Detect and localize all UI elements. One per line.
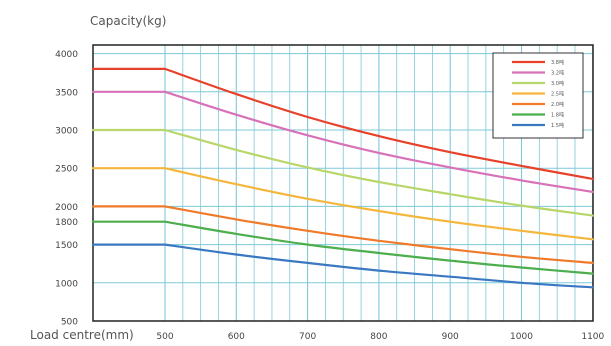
y-tick-label: 2000 xyxy=(55,203,78,213)
y-tick-label: 500 xyxy=(61,318,78,328)
series-line xyxy=(91,128,594,217)
series-line xyxy=(91,167,594,241)
x-tick-label: 1100 xyxy=(581,332,604,342)
x-tick-label: 1000 xyxy=(510,332,533,342)
legend-label: 2.0吨 xyxy=(551,101,564,108)
y-axis-title: Capacity(kg) xyxy=(90,14,166,28)
series-line xyxy=(91,67,594,180)
y-tick-label: 2500 xyxy=(55,165,78,175)
y-tick-label: 1800 xyxy=(55,218,78,228)
legend-box xyxy=(492,52,584,139)
x-tick-label: 700 xyxy=(299,332,316,342)
legend-label: 2.5吨 xyxy=(551,91,564,98)
series-line xyxy=(91,90,594,193)
legend-label: 3.0吨 xyxy=(551,80,564,87)
x-tick-labels: 500 600 700 800 900 1000 1100 xyxy=(156,332,604,342)
x-axis-title: Load centre(mm) xyxy=(30,328,134,342)
y-tick-label: 3500 xyxy=(55,88,78,98)
y-tick-labels: 4000 3500 3000 2500 2000 1800 1500 1000 500 xyxy=(55,50,78,327)
x-tick-label: 600 xyxy=(228,332,245,342)
y-tick-label: 1000 xyxy=(55,279,78,289)
legend-label: 1.8吨 xyxy=(551,112,564,119)
y-tick-label: 1500 xyxy=(55,241,78,251)
legend-label: 3.2吨 xyxy=(551,70,564,77)
x-tick-label: 500 xyxy=(156,332,173,342)
plot-frame xyxy=(92,44,594,322)
y-tick-label: 3000 xyxy=(55,127,78,137)
legend-label: 3.8吨 xyxy=(551,59,564,66)
series-line xyxy=(91,205,594,264)
series-lines xyxy=(91,67,594,289)
y-tick-label: 4000 xyxy=(55,50,78,60)
legend: 3.8吨 3.2吨 3.0吨 2.5吨 2.0吨 1.8吨 1.5吨 xyxy=(492,52,584,139)
x-tick-label: 900 xyxy=(442,332,459,342)
series-line xyxy=(91,220,594,275)
legend-label: 1.5吨 xyxy=(551,122,564,129)
series-line xyxy=(91,243,594,289)
x-tick-label: 800 xyxy=(370,332,387,342)
